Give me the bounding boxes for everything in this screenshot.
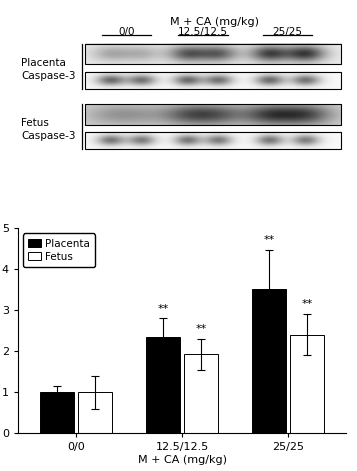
Bar (184, 354, 218, 433)
Bar (146, 337, 180, 433)
Text: 12.5/12.5: 12.5/12.5 (178, 27, 228, 37)
Text: M + CA (mg/kg): M + CA (mg/kg) (170, 17, 260, 27)
Bar (85, 72, 341, 89)
X-axis label: M + CA (mg/kg): M + CA (mg/kg) (137, 455, 227, 465)
Bar (252, 289, 286, 433)
Text: **: ** (301, 300, 313, 309)
Text: 0/0: 0/0 (118, 27, 135, 37)
Text: **: ** (263, 235, 275, 245)
Text: **: ** (157, 303, 169, 314)
Bar (78, 392, 112, 433)
Text: Fetus
Caspase-3: Fetus Caspase-3 (21, 118, 76, 141)
Bar (40, 392, 74, 433)
Bar (85, 132, 341, 149)
Legend: Placenta, Fetus: Placenta, Fetus (23, 234, 95, 267)
Text: **: ** (196, 324, 207, 333)
Text: Placenta
Caspase-3: Placenta Caspase-3 (21, 58, 76, 81)
Bar (85, 44, 341, 65)
Text: 25/25: 25/25 (272, 27, 303, 37)
Bar (290, 335, 324, 433)
Bar (85, 104, 341, 124)
